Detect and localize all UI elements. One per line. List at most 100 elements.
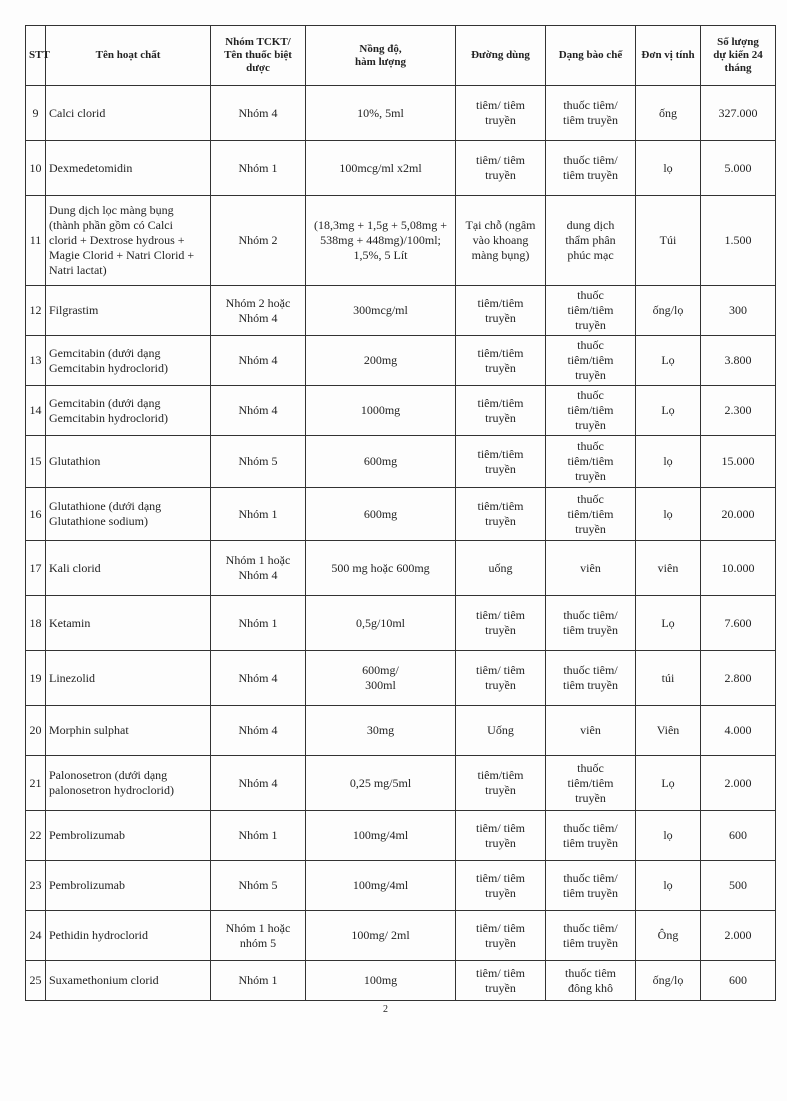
table-cell: thuốc tiêm/tiêm truyền (545, 335, 636, 386)
table-cell: thuốc tiêm đông khô (545, 960, 636, 1001)
table-cell: Lọ (635, 335, 701, 386)
table-cell: 15 (25, 435, 46, 488)
table-cell: Dexmedetomidin (45, 140, 211, 196)
table-row: 14 Gemcitabin (dưới dạng Gemcitabin hydro… (25, 385, 776, 436)
table-cell: lọ (635, 810, 701, 861)
table-cell: thuốc tiêm/ tiêm truyền (545, 910, 636, 961)
table-cell: 25 (25, 960, 46, 1001)
column-header: Tên hoạt chất (45, 25, 211, 86)
column-header: Dạng bào chế (545, 25, 636, 86)
table-cell: Nhóm 5 (210, 860, 306, 911)
table-cell: 2.000 (700, 755, 776, 811)
table-cell: viên (635, 540, 701, 596)
table-cell: dung dịch thẩm phân phúc mạc (545, 195, 636, 286)
column-header: Đường dùng (455, 25, 546, 86)
table-cell: 20 (25, 705, 46, 756)
table-cell: 327.000 (700, 85, 776, 141)
table-cell: 15.000 (700, 435, 776, 488)
table-cell: 600 (700, 960, 776, 1001)
table-cell: Nhóm 2 hoặc Nhóm 4 (210, 285, 306, 336)
table-cell: Gemcitabin (dưới dạng Gemcitabin hydrocl… (45, 385, 211, 436)
table-cell: Tại chỗ (ngâm vào khoang màng bụng) (455, 195, 546, 286)
table-cell: 16 (25, 487, 46, 541)
header-row: STT Tên hoạt chất Nhóm TCKT/ Tên thuốc biệ… (25, 25, 776, 86)
table-cell: Ông (635, 910, 701, 961)
table-cell: Glutathion (45, 435, 211, 488)
column-header: Nồng độ, hàm lượng (305, 25, 456, 86)
table-cell: thuốc tiêm/ tiêm truyền (545, 810, 636, 861)
table-cell: Filgrastim (45, 285, 211, 336)
table-cell: 22 (25, 810, 46, 861)
table-row: 18 Ketamin Nhóm 1 0,5g/10ml tiêm/ tiêm truyề… (25, 595, 776, 651)
table-cell: tiêm/tiêm truyền (455, 755, 546, 811)
table-row: 13 Gemcitabin (dưới dạng Gemcitabin hydro… (25, 335, 776, 386)
table-cell: 100mg (305, 960, 456, 1001)
table-cell: 0,25 mg/5ml (305, 755, 456, 811)
table-cell: tiêm/ tiêm truyền (455, 810, 546, 861)
table-cell: Nhóm 5 (210, 435, 306, 488)
table-cell: Nhóm 2 (210, 195, 306, 286)
table-cell: 13 (25, 335, 46, 386)
table-cell: 500 (700, 860, 776, 911)
table-cell: 100mg/ 2ml (305, 910, 456, 961)
table-cell: tiêm/tiêm truyền (455, 435, 546, 488)
table-cell: viên (545, 540, 636, 596)
table-row: 20 Morphin sulphat Nhóm 4 30mg Uống viên Viên 4… (25, 705, 776, 756)
table-cell: Pethidin hydroclorid (45, 910, 211, 961)
table-cell: lọ (635, 140, 701, 196)
table-cell: tiêm/ tiêm truyền (455, 140, 546, 196)
table-cell: Pembrolizumab (45, 860, 211, 911)
table-cell: Nhóm 1 (210, 595, 306, 651)
table-cell: Suxamethonium clorid (45, 960, 211, 1001)
table-cell: Pembrolizumab (45, 810, 211, 861)
table-cell: Túi (635, 195, 701, 286)
table-cell: ống/lọ (635, 960, 701, 1001)
table-row: 15 Glutathion Nhóm 5 600mg tiêm/tiêm truyền t… (25, 435, 776, 488)
table-cell: tiêm/ tiêm truyền (455, 650, 546, 706)
table-cell: 500 mg hoặc 600mg (305, 540, 456, 596)
table-cell: Gemcitabin (dưới dạng Gemcitabin hydrocl… (45, 335, 211, 386)
table-cell: tiêm/tiêm truyền (455, 285, 546, 336)
table-cell: 17 (25, 540, 46, 596)
table-cell: 9 (25, 85, 46, 141)
table-row: 10 Dexmedetomidin Nhóm 1 100mcg/ml x2ml tiêm… (25, 140, 776, 196)
table-cell: uống (455, 540, 546, 596)
table-row: 9 Calci clorid Nhóm 4 10%, 5ml tiêm/ tiêm tr… (25, 85, 776, 141)
column-header: Đơn vị tính (635, 25, 701, 86)
table-cell: Linezolid (45, 650, 211, 706)
table-cell: tiêm/tiêm truyền (455, 335, 546, 386)
table-cell: Nhóm 4 (210, 85, 306, 141)
table-cell: Dung dịch lọc màng bụng (thành phần gồm … (45, 195, 211, 286)
table-cell: Nhóm 1 hoặc Nhóm 4 (210, 540, 306, 596)
table-cell: Glutathione (dưới dạng Glutathione sodiu… (45, 487, 211, 541)
table-cell: 4.000 (700, 705, 776, 756)
table-cell: 100mg/4ml (305, 860, 456, 911)
table-cell: Nhóm 1 (210, 960, 306, 1001)
table-cell: Palonosetron (dưới dạng palonosetron hyd… (45, 755, 211, 811)
table-cell: ống (635, 85, 701, 141)
table-cell: tiêm/tiêm truyền (455, 487, 546, 541)
table-row: 23 Pembrolizumab Nhóm 5 100mg/4ml tiêm/ tiêm… (25, 860, 776, 911)
table-cell: tiêm/ tiêm truyền (455, 910, 546, 961)
table-cell: 300 (700, 285, 776, 336)
table-cell: 23 (25, 860, 46, 911)
table-cell: Uống (455, 705, 546, 756)
table-cell: tiêm/ tiêm truyền (455, 85, 546, 141)
table-cell: Kali clorid (45, 540, 211, 596)
table-cell: 18 (25, 595, 46, 651)
table-cell: 600 (700, 810, 776, 861)
table-cell: tiêm/ tiêm truyền (455, 960, 546, 1001)
table-cell: thuốc tiêm/ tiêm truyền (545, 140, 636, 196)
table-cell: 1000mg (305, 385, 456, 436)
table-cell: 600mg (305, 487, 456, 541)
table-row: 21 Palonosetron (dưới dạng palonosetron h… (25, 755, 776, 811)
table-cell: Lọ (635, 755, 701, 811)
table-cell: 10.000 (700, 540, 776, 596)
table-cell: 10%, 5ml (305, 85, 456, 141)
table-cell: thuốc tiêm/ tiêm truyền (545, 650, 636, 706)
table-cell: thuốc tiêm/ tiêm truyền (545, 85, 636, 141)
table-cell: thuốc tiêm/tiêm truyền (545, 487, 636, 541)
table-row: 25 Suxamethonium clorid Nhóm 1 100mg tiêm/ t… (25, 960, 776, 1001)
table-cell: 100mg/4ml (305, 810, 456, 861)
table-row: 17 Kali clorid Nhóm 1 hoặc Nhóm 4 500 mg ho… (25, 540, 776, 596)
